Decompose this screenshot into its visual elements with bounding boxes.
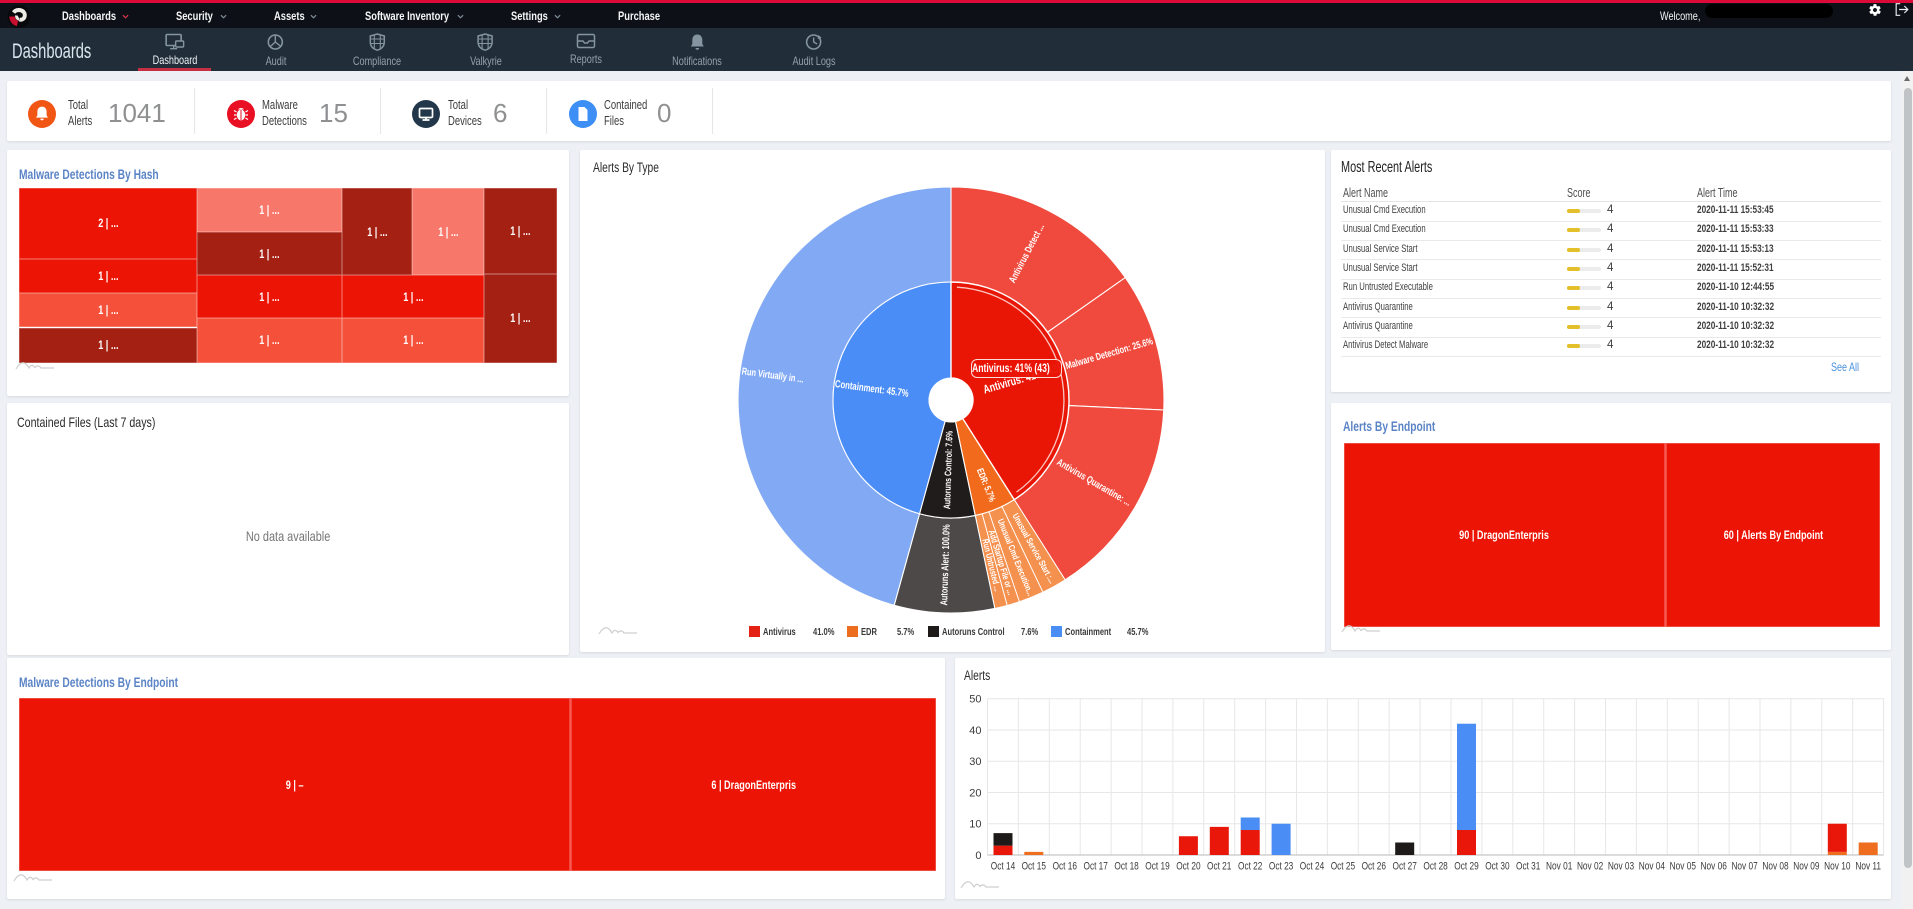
svg-text:Nov 02: Nov 02	[1577, 861, 1603, 873]
svg-text:Oct 30: Oct 30	[1485, 861, 1509, 873]
svg-text:Nov 01: Nov 01	[1546, 861, 1572, 873]
svg-text:Oct 29: Oct 29	[1454, 861, 1478, 873]
svg-text:30: 30	[969, 756, 981, 768]
svg-text:Autoruns Control: 7.6%: Autoruns Control: 7.6%	[942, 430, 955, 509]
svg-text:0: 0	[975, 850, 981, 862]
svg-text:Nov 05: Nov 05	[1670, 861, 1696, 873]
svg-text:Nov 04: Nov 04	[1639, 861, 1665, 873]
svg-text:Oct 31: Oct 31	[1516, 861, 1540, 873]
svg-text:Oct 16: Oct 16	[1053, 861, 1077, 873]
svg-text:Oct 24: Oct 24	[1300, 861, 1324, 873]
svg-text:Oct 20: Oct 20	[1176, 861, 1200, 873]
svg-text:Oct 18: Oct 18	[1114, 861, 1138, 873]
svg-text:Nov 07: Nov 07	[1731, 861, 1757, 873]
svg-text:Oct 21: Oct 21	[1207, 861, 1231, 873]
svg-text:Autoruns Alert: 100.0%: Autoruns Alert: 100.0%	[939, 524, 953, 606]
svg-text:Oct 15: Oct 15	[1022, 861, 1046, 873]
svg-text:Oct 28: Oct 28	[1423, 861, 1447, 873]
svg-text:Oct 25: Oct 25	[1331, 861, 1355, 873]
svg-text:Nov 08: Nov 08	[1762, 861, 1788, 873]
svg-text:Nov 03: Nov 03	[1608, 861, 1634, 873]
svg-text:10: 10	[969, 819, 981, 831]
svg-text:Oct 19: Oct 19	[1145, 861, 1169, 873]
svg-text:40: 40	[969, 725, 981, 737]
svg-text:50: 50	[969, 694, 981, 706]
svg-text:Nov 09: Nov 09	[1793, 861, 1819, 873]
svg-text:20: 20	[969, 787, 981, 799]
svg-text:Oct 23: Oct 23	[1269, 861, 1293, 873]
svg-text:Nov 06: Nov 06	[1701, 861, 1727, 873]
svg-text:Oct 14: Oct 14	[991, 861, 1015, 873]
svg-text:Nov 10: Nov 10	[1824, 861, 1850, 873]
svg-text:Oct 22: Oct 22	[1238, 861, 1262, 873]
svg-text:Nov 11: Nov 11	[1855, 861, 1881, 873]
svg-text:Oct 17: Oct 17	[1084, 861, 1108, 873]
svg-text:Oct 27: Oct 27	[1393, 861, 1417, 873]
svg-text:Oct 26: Oct 26	[1362, 861, 1386, 873]
